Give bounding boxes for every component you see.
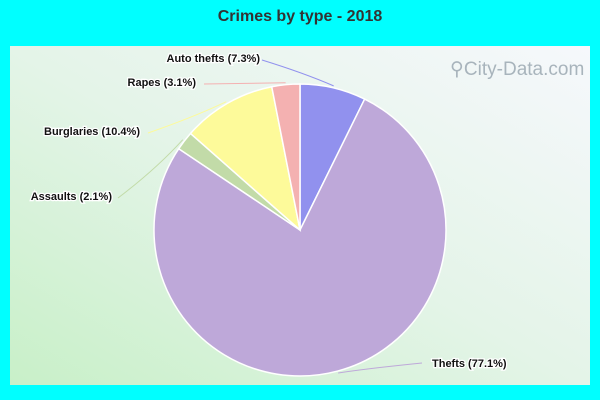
leader-line — [203, 82, 286, 85]
pie-slice-thefts — [153, 98, 447, 377]
slice-label: Rapes (3.1%) — [128, 77, 197, 89]
leader-line — [117, 139, 184, 199]
leader-line — [147, 101, 227, 134]
slice-label: Auto thefts (7.3%) — [167, 53, 261, 65]
slice-label: Burglaries (10.4%) — [44, 126, 140, 138]
chart-title: Crimes by type - 2018 — [217, 8, 383, 25]
slice-label: Thefts (77.1%) — [432, 358, 507, 370]
slice-label: Assaults (2.1%) — [31, 191, 113, 203]
leader-line — [338, 362, 423, 374]
watermark-text: City-Data.com — [463, 59, 585, 80]
watermark: ⚲City-Data.com — [450, 58, 584, 81]
pie-slice-rapes — [270, 83, 301, 231]
leader-line — [261, 59, 334, 87]
pie-slice-burglaries — [189, 85, 302, 233]
magnifier-icon: ⚲ — [450, 59, 464, 80]
